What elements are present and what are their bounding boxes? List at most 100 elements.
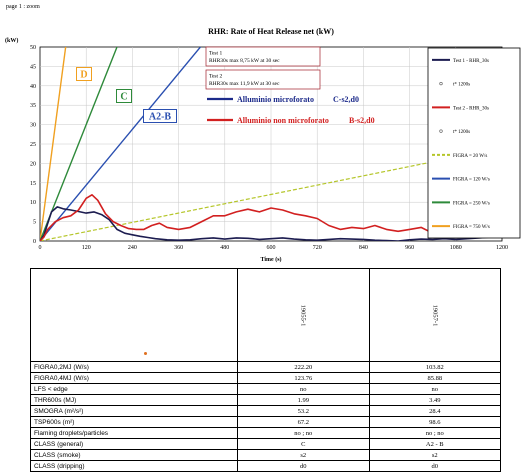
y-tick-label: 45 (30, 64, 36, 70)
x-tick-label: 1080 (450, 245, 462, 251)
x-tick-label: 600 (267, 245, 276, 251)
y-tick-label: 20 (30, 161, 36, 167)
chart-axes: 0 5 10 15 20 25 30 35 40 45 50 0 120 240 360 480 600 720 8… (5, 27, 508, 263)
legend-label: FIGRA = 250 W/s (453, 201, 490, 206)
legend-label: t* 1200s (453, 130, 470, 135)
class-label-box (76, 67, 92, 81)
x-tick-label: 0 (39, 245, 42, 251)
row-label: THR600s (MJ) (30, 394, 238, 406)
y-tick-label: 15 (30, 181, 36, 187)
class-label: C (116, 89, 132, 103)
y-tick-label: 25 (30, 142, 36, 148)
class-label: D (76, 67, 92, 81)
legend-entry: FIGRA = 250 W/s (432, 201, 490, 206)
y-axis-label: (kW) (5, 37, 18, 44)
y-tick-label: 30 (30, 123, 36, 129)
table-row: FIGRA0,4MJ (W/s) 123.76 85.88 (30, 372, 501, 384)
class-label-text: D (80, 70, 87, 81)
row-value: 85.88 (368, 372, 501, 384)
row-value: no (368, 383, 501, 395)
legend-entry: FIGRA = 20 W/s (432, 153, 487, 159)
figra-lines (40, 47, 502, 241)
x-tick-label: 360 (174, 245, 183, 251)
chart-legend: Test 1 - RHR_30s t* 1200s Test 2 - RHR_30s… (427, 47, 521, 239)
info-box-text: RHR30s max 8,75 kW at 30 sec (209, 58, 280, 64)
table-column-header: 19055-1 (237, 268, 370, 362)
row-label: CLASS (dripping) (30, 460, 238, 472)
page-label: page 1 : zoom (6, 4, 40, 10)
row-value: 3.49 (368, 394, 501, 406)
row-value: d0 (237, 460, 370, 472)
row-label: LFS < edge (30, 383, 238, 395)
figra-line (40, 147, 502, 241)
table-row: LFS < edge no no (30, 383, 501, 395)
chart-series (40, 194, 502, 241)
column-header-label: 19057-1 (431, 304, 439, 326)
row-label: FIGRA0,2MJ (W/s) (30, 361, 238, 373)
legend-label: Test 2 - RHR_30s (453, 106, 489, 111)
material-annotation: Alluminio microforato C-s2,d0 (207, 95, 359, 104)
class-label: A2-B (143, 109, 177, 123)
row-value: 98.6 (368, 416, 501, 428)
table-row: Flaming droplets/particles no ; no no ; no (30, 427, 501, 439)
info-box-frame (205, 69, 321, 90)
legend-label: Test 1 - RHR_30s (453, 59, 489, 64)
y-tick-label: 0 (33, 239, 36, 245)
row-label: FIGRA0,4MJ (W/s) (30, 372, 238, 384)
chart-title: RHR: Rate of Heat Release net (kW) (208, 27, 334, 36)
x-axis-label: Time (s) (260, 256, 281, 263)
results-table: 19055-1 19057-1 FIGRA0,2MJ (W/s) 222.20 103.… (30, 268, 501, 472)
material-annotation: Alluminio non microforato B-s2,d0 (207, 116, 375, 125)
legend-label: t* 1200s (453, 83, 470, 88)
x-tick-label: 960 (405, 245, 414, 251)
table-column-header: 19057-1 (368, 268, 501, 362)
x-tick-label: 840 (359, 245, 368, 251)
y-tick-label: 35 (30, 103, 36, 109)
series-line (40, 206, 502, 241)
legend-entry: Test 2 - RHR_30s (432, 106, 489, 111)
rhr-chart: 0 5 10 15 20 25 30 35 40 45 50 0 120 240 360 480 600 720 8… (5, 27, 521, 263)
row-label: CLASS (general) (30, 438, 238, 450)
row-value: 67.2 (237, 416, 370, 428)
legend-marker (439, 129, 443, 133)
x-tick-label: 240 (128, 245, 137, 251)
row-value: 222.20 (237, 361, 370, 373)
table-row: SMOGRA (m²/s²) 53.2 28.4 (30, 405, 501, 417)
row-value: 53.2 (237, 405, 370, 417)
info-box-title: Test 2 (209, 74, 222, 80)
y-tick-label: 50 (30, 45, 36, 51)
legend-marker (439, 82, 443, 86)
legend-entry: t* 1200s (439, 82, 470, 88)
row-value: 1.99 (237, 394, 370, 406)
row-label: SMOGRA (m²/s²) (30, 405, 238, 417)
legend-entry: t* 1200s (439, 129, 470, 135)
legend-entry: FIGRA = 750 W/s (432, 225, 490, 230)
annotation-name: Alluminio non microforato (237, 116, 329, 125)
table-row: THR600s (MJ) 1.99 3.49 (30, 394, 501, 406)
row-value: C (237, 438, 370, 450)
legend-entry: Test 1 - RHR_30s (432, 58, 489, 64)
legend-frame (427, 47, 521, 239)
row-value: no ; no (368, 427, 501, 439)
class-label-box (116, 89, 132, 103)
annotation-name: Alluminio microforato (237, 95, 314, 104)
legend-entry: FIGRA = 120 W/s (432, 177, 490, 183)
table-row: CLASS (dripping) d0 d0 (30, 460, 501, 472)
class-label-text: A2-B (149, 112, 172, 123)
y-tick-label: 10 (30, 200, 36, 206)
legend-label: FIGRA = 750 W/s (453, 225, 490, 230)
row-value: no ; no (237, 427, 370, 439)
x-tick-label: 120 (82, 245, 91, 251)
class-label-text: C (120, 92, 127, 103)
legend-label: FIGRA = 120 W/s (453, 178, 490, 183)
table-row: TSP600s (m²) 67.2 98.6 (30, 416, 501, 428)
table-row: CLASS (general) C A2 - B (30, 438, 501, 450)
y-tick-label: 40 (30, 84, 36, 90)
table-row: FIGRA0,2MJ (W/s) 222.20 103.82 (30, 361, 501, 373)
row-value: d0 (368, 460, 501, 472)
info-box-text: RHR30s max 11,9 kW at 30 sec (209, 81, 280, 87)
annotation-class: C-s2,d0 (333, 95, 359, 104)
x-tick-label: 480 (220, 245, 229, 251)
row-label: TSP600s (m²) (30, 416, 238, 428)
